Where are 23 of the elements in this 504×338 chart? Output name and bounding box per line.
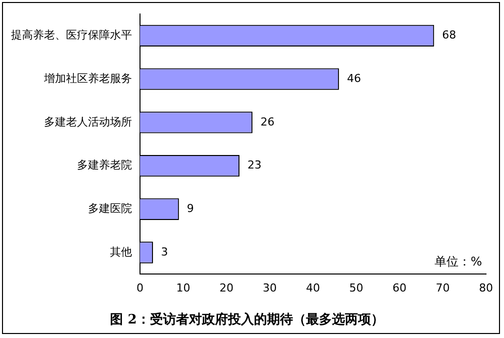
x-tick-label: 40	[306, 282, 320, 295]
y-tick-label: 增加社区养老服务	[43, 72, 132, 85]
x-tick-label: 80	[479, 282, 493, 295]
data-label: 46	[346, 72, 361, 85]
data-label: 26	[260, 115, 274, 128]
x-tick-label: 60	[392, 282, 406, 295]
x-tick-label: 0	[136, 282, 144, 295]
y-tick-label: 多建医院	[88, 202, 132, 216]
data-label: 68	[442, 28, 456, 42]
y-tick-label: 多建养老院	[77, 158, 132, 172]
data-label: 9	[186, 202, 194, 216]
x-tick-label: 20	[220, 282, 234, 295]
data-label: 23	[247, 158, 262, 172]
x-tick-label: 30	[262, 282, 277, 295]
annotation: 单位：%	[434, 254, 482, 268]
data-label: 3	[160, 245, 168, 258]
text: 图 2：受访者对政府投入的期待（最多选两项）	[110, 312, 384, 328]
x-tick-label: 10	[176, 282, 190, 295]
x-tick-label: 70	[436, 282, 450, 295]
y-tick-label: 提高养老、医疗保障水平	[11, 28, 132, 42]
y-tick-label: 其他	[110, 245, 132, 258]
y-tick-label: 多建老人活动场所	[44, 115, 132, 128]
x-tick-label: 50	[349, 282, 364, 295]
